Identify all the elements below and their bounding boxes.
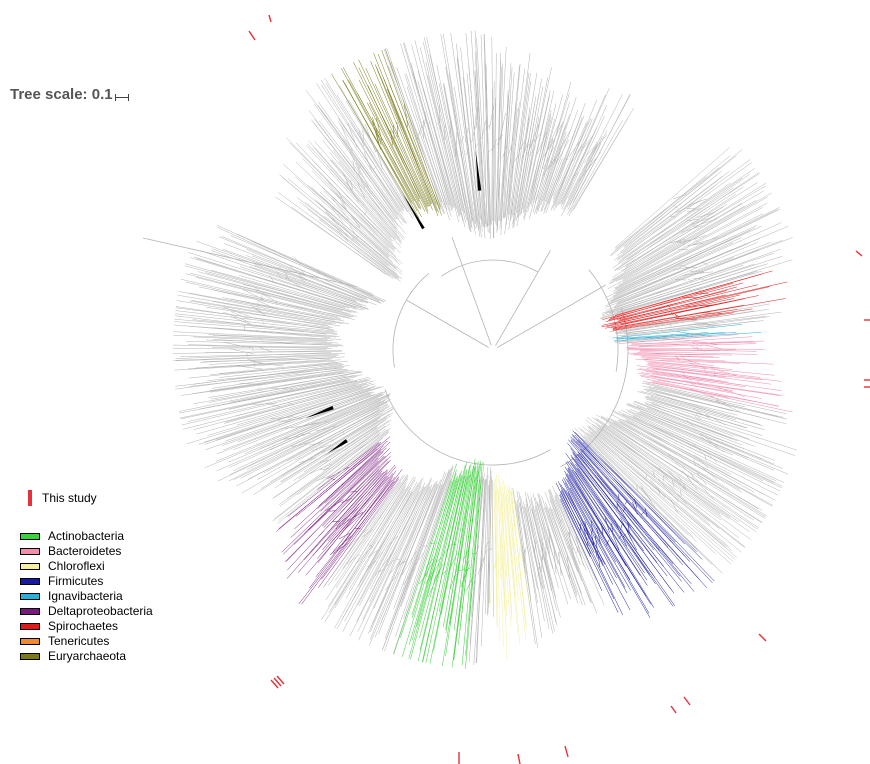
study-marker-swatch — [28, 490, 32, 506]
legend-swatch — [20, 653, 40, 660]
study-marker — [273, 677, 282, 687]
legend-swatch — [20, 533, 40, 540]
legend-swatch — [20, 638, 40, 645]
legend-label: Tenericutes — [48, 634, 110, 648]
study-marker — [268, 14, 272, 23]
legend-item-bacteroidetes: Bacteroidetes — [20, 544, 153, 559]
legend-item-euryarchaeota: Euryarchaeota — [20, 649, 153, 664]
legend-swatch — [20, 593, 40, 600]
study-legend-label: This study — [42, 491, 97, 505]
study-marker — [683, 696, 691, 706]
study-marker — [758, 633, 767, 642]
legend-label: Euryarchaeota — [48, 649, 127, 663]
legend-item-actinobacteria: Actinobacteria — [20, 529, 153, 544]
legend-item-tenericutes: Tenericutes — [20, 634, 153, 649]
legend-label: Spirochaetes — [48, 619, 119, 633]
phylum-legend: Actinobacteria Bacteroidetes Chloroflexi… — [20, 529, 153, 664]
legend-swatch — [20, 548, 40, 555]
legend-item-deltaproteobacteria: Deltaproteobacteria — [20, 604, 153, 619]
study-markers — [248, 14, 870, 764]
study-marker — [270, 679, 279, 689]
legend-label: Bacteroidetes — [48, 544, 122, 558]
study-marker — [564, 745, 569, 758]
legend-swatch — [20, 608, 40, 615]
study-marker — [248, 30, 256, 41]
legend-item-chloroflexi: Chloroflexi — [20, 559, 153, 574]
tree-scale-label: Tree scale: 0.1 — [10, 86, 113, 103]
study-marker — [670, 705, 677, 714]
study-marker — [855, 250, 863, 257]
study-marker — [276, 675, 285, 685]
legend-swatch — [20, 578, 40, 585]
tree-branches — [142, 30, 797, 669]
legend-item-firmicutes: Firmicutes — [20, 574, 153, 589]
tree-scale-bar — [115, 94, 129, 102]
legend-label: Firmicutes — [48, 574, 104, 588]
legend-swatch — [20, 623, 40, 630]
legend-swatch — [20, 563, 40, 570]
legend-label: Chloroflexi — [48, 559, 105, 573]
study-legend: This study — [28, 490, 97, 506]
legend-label: Ignavibacteria — [48, 589, 123, 603]
legend-label: Actinobacteria — [48, 529, 125, 543]
legend-item-ignavibacteria: Ignavibacteria — [20, 589, 153, 604]
legend-label: Deltaproteobacteria — [48, 604, 153, 618]
study-marker — [517, 753, 521, 764]
legend-item-spirochaetes: Spirochaetes — [20, 619, 153, 634]
